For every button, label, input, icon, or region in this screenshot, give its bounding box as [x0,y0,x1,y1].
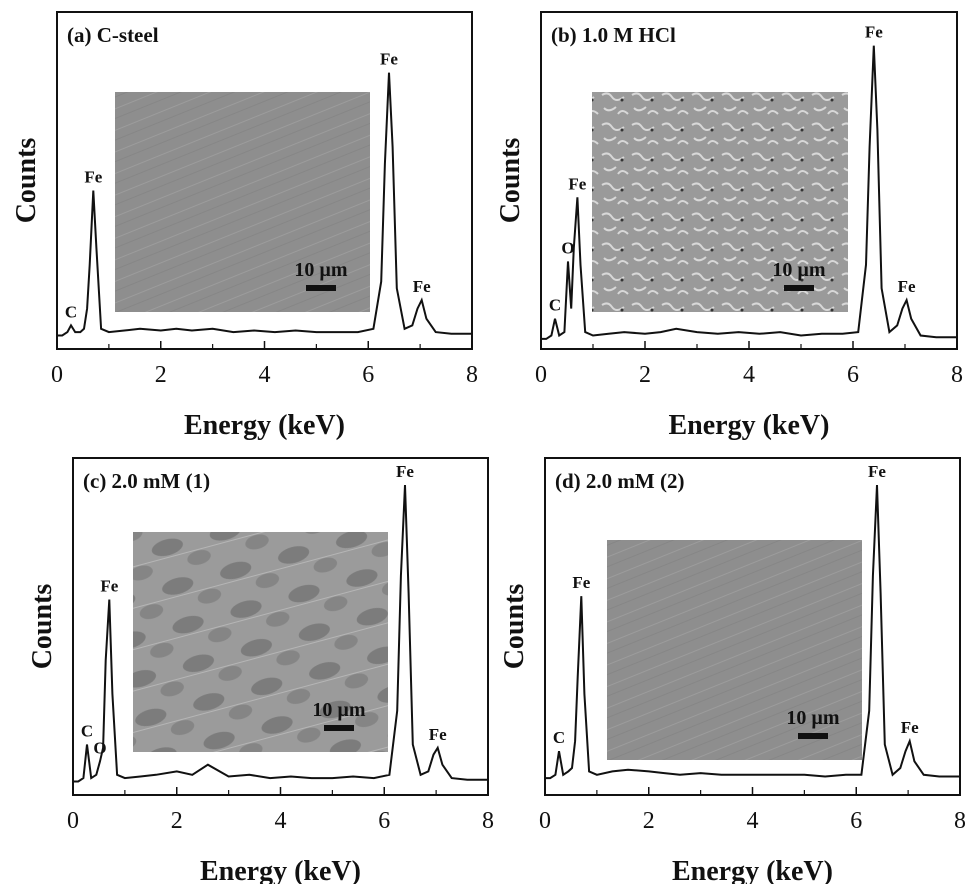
y-axis-label: Counts [495,138,526,224]
peak-label: Fe [868,462,886,481]
peak-label: C [65,302,77,321]
x-axis-label: Energy (keV) [669,410,830,441]
sem-image [133,532,388,752]
x-tick-label: 6 [850,808,862,834]
x-axis-label: Energy (keV) [200,856,361,884]
x-tick-label: 2 [643,808,655,834]
scale-label: 10 µm [786,707,840,729]
x-axis-label: Energy (keV) [672,856,833,884]
peak-label: O [561,238,574,257]
peak-label: Fe [901,718,919,737]
x-axis-label: Energy (keV) [184,410,345,441]
scale-bar [784,285,814,291]
sem-image [607,540,862,760]
x-tick-label: 0 [535,362,547,388]
chart-title: (c) 2.0 mM (1) [83,469,210,493]
y-axis-label: Counts [27,584,58,670]
x-tick-label: 4 [747,808,759,834]
x-tick-label: 2 [639,362,651,388]
peak-label: Fe [898,277,916,296]
spectrum-line [545,484,960,780]
peak-label: Fe [84,168,102,187]
chart-title: (b) 1.0 M HCl [551,23,676,47]
scale-bar [798,733,828,739]
chart-title: (a) C-steel [67,23,159,47]
y-axis-label: Counts [11,138,42,224]
peak-label: Fe [572,573,590,592]
peak-label: C [553,728,565,747]
x-tick-label: 8 [951,362,963,388]
sem-image [115,92,370,312]
x-tick-label: 4 [275,808,287,834]
sem-image [592,92,848,312]
peak-label: Fe [396,462,414,481]
peak-label: Fe [865,23,883,42]
x-tick-label: 6 [847,362,859,388]
x-tick-label: 2 [171,808,183,834]
peak-label: Fe [413,277,431,296]
scale-label: 10 µm [312,699,366,721]
scale-label: 10 µm [294,259,348,281]
spectrum-line [541,45,957,340]
spectrum-line [57,72,472,337]
peak-label: Fe [429,725,447,744]
scale-bar [306,285,336,291]
y-axis-label: Counts [499,584,530,670]
x-tick-label: 6 [378,808,390,834]
x-tick-label: 0 [539,808,551,834]
spectrum-line [73,484,488,783]
peak-label: O [93,738,106,757]
peak-label: C [549,296,561,315]
x-tick-label: 0 [51,362,63,388]
x-tick-label: 8 [466,362,478,388]
x-tick-label: 4 [743,362,755,388]
x-tick-label: 4 [259,362,271,388]
peak-label: Fe [568,174,586,193]
x-tick-label: 8 [482,808,494,834]
scale-label: 10 µm [772,259,826,281]
x-tick-label: 2 [155,362,167,388]
chart-title: (d) 2.0 mM (2) [555,469,684,493]
scale-bar [324,725,354,731]
peak-label: Fe [100,577,118,596]
x-tick-label: 6 [362,362,374,388]
x-tick-label: 8 [954,808,965,834]
peak-label: C [81,721,93,740]
x-tick-label: 0 [67,808,79,834]
peak-label: Fe [380,50,398,69]
